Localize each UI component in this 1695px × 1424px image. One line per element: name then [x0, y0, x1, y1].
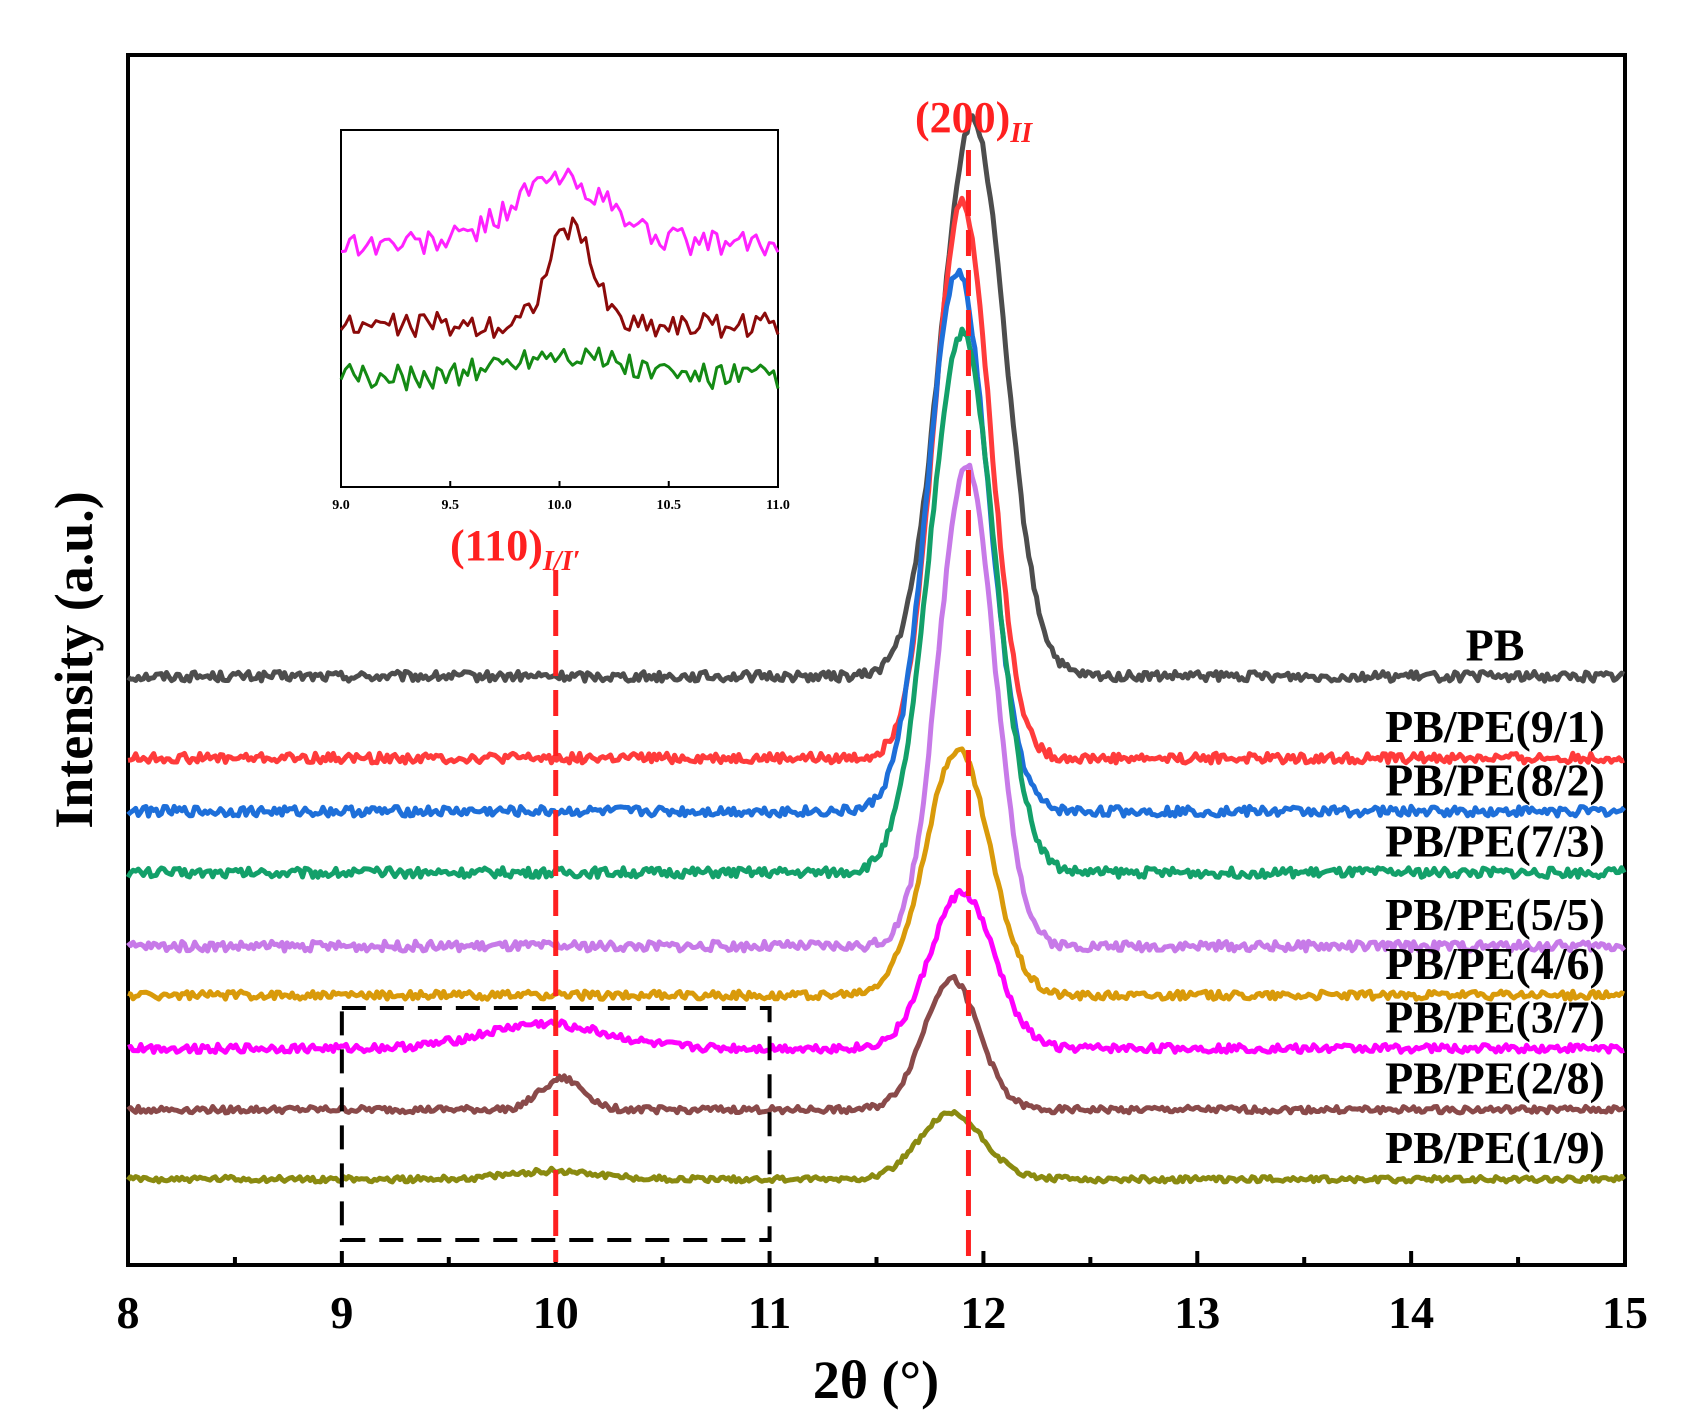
x-tick-label: 14: [1388, 1287, 1434, 1338]
inset-series-group: [339, 167, 780, 392]
series-group: [125, 113, 1627, 1185]
series-label: PB: [1466, 619, 1525, 670]
inset-series-line: [339, 346, 780, 392]
series-line: [126, 462, 1627, 954]
peak-200-text: (200): [915, 93, 1010, 142]
series-label: PB/PE(4/6): [1385, 938, 1605, 989]
peak-110-text: (110): [450, 521, 543, 570]
series-label: PB/PE(5/5): [1385, 889, 1605, 940]
peak-200-subscript: II: [1009, 118, 1033, 149]
inset-plot: 9.0 9.5 10.0 10.5 11.0: [332, 129, 790, 513]
x-tick-label: 13: [1174, 1287, 1220, 1338]
zoom-selection-box: [339, 1006, 772, 1242]
series-label: PB/PE(3/7): [1385, 991, 1605, 1042]
series-label: PB/PE(8/2): [1385, 754, 1605, 805]
inset-x-tick-label: 11.0: [766, 498, 790, 513]
series-label: PB/PE(2/8): [1385, 1053, 1605, 1104]
inset-x-tick-label: 10.0: [547, 498, 572, 513]
x-tick-label: 11: [748, 1287, 791, 1338]
series-labels: PB PB/PE(9/1)PB/PE(8/2) PB/PE(7/3) PB/PE(5/…: [1385, 619, 1605, 1173]
peak-110-label: (110)I/I′: [450, 521, 580, 577]
x-tick-label: 10: [533, 1287, 579, 1338]
series-label: PB/PE(9/1): [1385, 701, 1605, 752]
series-line: [127, 887, 1625, 1055]
series-line: [125, 326, 1627, 880]
series-line: [127, 746, 1626, 1002]
x-tick-label: 12: [960, 1287, 1006, 1338]
inset-x-ticks: 9.0 9.5 10.0 10.5 11.0: [332, 481, 790, 513]
series-line: [126, 1109, 1627, 1185]
x-tick-label: 15: [1602, 1287, 1648, 1338]
series-line: [126, 973, 1626, 1116]
y-axis-title: Intensity (a.u.): [44, 491, 104, 829]
inset-series-line: [340, 167, 780, 257]
series-line: [126, 113, 1626, 684]
inset-x-tick-label: 10.5: [657, 498, 682, 513]
x-axis-ticks: [126, 1251, 1627, 1265]
inset-x-tick-label: 9.0: [332, 498, 350, 513]
series-label: PB/PE(1/9): [1385, 1122, 1605, 1173]
series-label: PB/PE(7/3): [1385, 816, 1605, 867]
peak-110-subscript: I/I′: [542, 546, 580, 577]
inset-frame: [340, 129, 779, 488]
x-axis-tick-labels: 8 9 10 11 12 13 14 15: [117, 1287, 1649, 1338]
x-tick-label: 9: [330, 1287, 353, 1338]
series-line: [126, 267, 1626, 819]
x-axis-title: 2θ (°): [813, 1350, 939, 1410]
series-line: [127, 195, 1625, 766]
peak-200-label: (200)II: [915, 93, 1033, 149]
x-tick-label: 8: [117, 1287, 140, 1338]
inset-x-tick-label: 9.5: [442, 498, 460, 513]
inset-series-line: [339, 216, 780, 339]
